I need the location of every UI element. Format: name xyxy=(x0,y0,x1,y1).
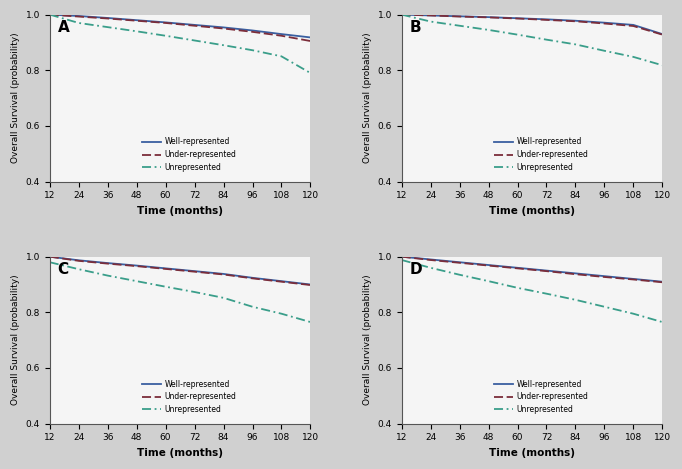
Y-axis label: Overall Survival (probability): Overall Survival (probability) xyxy=(363,33,372,163)
X-axis label: Time (months): Time (months) xyxy=(137,448,223,458)
X-axis label: Time (months): Time (months) xyxy=(489,206,575,216)
Y-axis label: Overall Survival (probability): Overall Survival (probability) xyxy=(11,33,20,163)
Text: D: D xyxy=(409,262,422,277)
Legend: Well-represented, Under-represented, Unrepresented: Well-represented, Under-represented, Unr… xyxy=(492,377,591,416)
Text: B: B xyxy=(409,20,421,35)
Legend: Well-represented, Under-represented, Unrepresented: Well-represented, Under-represented, Unr… xyxy=(140,377,239,416)
Legend: Well-represented, Under-represented, Unrepresented: Well-represented, Under-represented, Unr… xyxy=(140,135,239,174)
Text: C: C xyxy=(57,262,69,277)
Y-axis label: Overall Survival (probability): Overall Survival (probability) xyxy=(11,275,20,406)
X-axis label: Time (months): Time (months) xyxy=(137,206,223,216)
Text: A: A xyxy=(57,20,70,35)
X-axis label: Time (months): Time (months) xyxy=(489,448,575,458)
Y-axis label: Overall Survival (probability): Overall Survival (probability) xyxy=(363,275,372,406)
Legend: Well-represented, Under-represented, Unrepresented: Well-represented, Under-represented, Unr… xyxy=(492,135,591,174)
